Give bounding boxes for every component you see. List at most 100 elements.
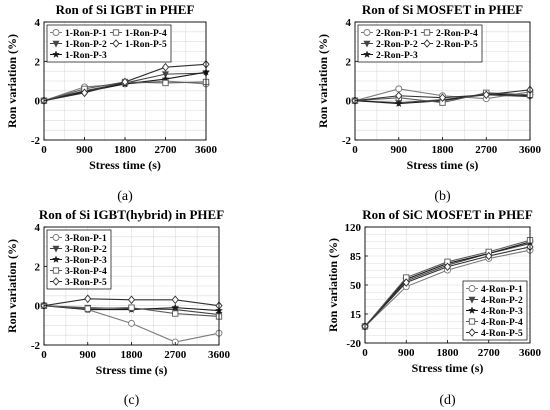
x-tick-label: 900 <box>80 349 97 361</box>
legend-label: 1-Ron-P-3 <box>65 51 107 61</box>
legend-marker <box>423 39 431 48</box>
legend-label: 1-Ron-P-5 <box>125 40 167 50</box>
legend-marker <box>52 255 60 263</box>
chart-title: Ron of Si IGBT in PHEF <box>56 2 195 17</box>
x-tick-label: 0 <box>41 144 47 156</box>
x-tick-label: 2700 <box>164 349 187 361</box>
x-tick-label: 3600 <box>208 349 231 361</box>
data-point <box>80 88 89 98</box>
data-point <box>394 99 403 107</box>
legend-label: 2-Ron-P-4 <box>436 29 478 39</box>
x-tick-label: 3600 <box>195 144 218 156</box>
y-tick-label: 2 <box>35 56 41 68</box>
data-point <box>402 278 410 287</box>
legend: 2-Ron-P-12-Ron-P-22-Ron-P-3 2-Ron-P-42-Ro… <box>357 24 483 63</box>
legend-item: 2-Ron-P-4 <box>421 29 478 39</box>
legend-marker <box>52 40 60 48</box>
legend-marker <box>468 296 476 304</box>
x-tick-label: 3600 <box>519 144 542 156</box>
legend-marker <box>112 39 120 48</box>
legend-item: 3-Ron-P-4 <box>50 267 107 277</box>
data-point <box>127 295 136 305</box>
y-tick-label: 0 <box>35 96 41 108</box>
y-tick-label: 4 <box>35 222 41 234</box>
legend-marker <box>468 318 476 325</box>
data-point <box>161 62 170 72</box>
panel-label: (c) <box>124 393 140 408</box>
legend-marker <box>52 50 60 58</box>
data-point <box>438 93 447 103</box>
legend-item: 2-Ron-P-3 <box>361 50 418 61</box>
legend-marker <box>363 29 371 36</box>
legend: 3-Ron-P-13-Ron-P-23-Ron-P-33-Ron-P-43-Ro… <box>46 229 112 290</box>
legend-item: 2-Ron-P-1 <box>361 29 418 39</box>
legend-item: 4-Ron-P-3 <box>466 306 523 317</box>
legend-label: 1-Ron-P-1 <box>65 29 107 39</box>
legend-item: 4-Ron-P-5 <box>466 328 523 339</box>
legend-label: 2-Ron-P-5 <box>436 40 478 50</box>
x-tick-label: 0 <box>41 349 47 361</box>
legend-marker <box>423 29 431 36</box>
y-axis-label: Ron variation (%) <box>326 238 340 332</box>
data-point <box>84 294 92 304</box>
legend-item: 2-Ron-P-2 <box>361 40 418 50</box>
legend-item: 3-Ron-P-1 <box>50 234 107 244</box>
x-axis-label: Stress time (s) <box>407 158 479 172</box>
legend-label: 1-Ron-P-4 <box>125 29 167 39</box>
y-tick-label: 15 <box>350 309 362 321</box>
x-tick-label: 1800 <box>121 349 144 361</box>
legend-marker <box>468 285 476 292</box>
data-point <box>482 90 490 100</box>
y-tick-label: 85 <box>350 251 362 263</box>
y-tick-label: 4 <box>346 17 352 29</box>
x-tick-label: 0 <box>362 347 368 359</box>
legend-item: 1-Ron-P-5 <box>110 39 167 50</box>
x-tick-label: 2700 <box>478 347 501 359</box>
legend-box <box>357 24 483 63</box>
y-tick-label: 0 <box>35 301 41 313</box>
legend-marker <box>112 29 120 36</box>
legend: 1-Ron-P-11-Ron-P-21-Ron-P-3 1-Ron-P-41-Ro… <box>46 24 172 63</box>
y-tick-label: 2 <box>35 261 41 273</box>
legend-marker <box>363 40 371 48</box>
y-tick-label: -20 <box>346 338 361 350</box>
y-axis-label: Ron variation (%) <box>5 34 19 128</box>
legend-label: 4-Ron-P-2 <box>481 296 523 306</box>
y-tick-label: -2 <box>31 135 41 147</box>
legend-label: 2-Ron-P-2 <box>376 40 418 50</box>
legend-label: 2-Ron-P-1 <box>376 29 418 39</box>
data-point <box>485 251 493 261</box>
x-tick-label: 2700 <box>155 144 178 156</box>
legend-item: 1-Ron-P-1 <box>50 29 107 39</box>
y-tick-label: -2 <box>342 135 352 147</box>
x-axis-label: Stress time (s) <box>412 361 484 375</box>
chart-title: Ron of SiC MOSFET in PHEF <box>362 207 533 222</box>
legend-label: 2-Ron-P-3 <box>376 51 418 61</box>
y-tick-label: -2 <box>31 340 41 352</box>
legend-item: 1-Ron-P-2 <box>50 40 107 50</box>
legend-item: 1-Ron-P-3 <box>50 50 107 61</box>
chart-title: Ron of Si MOSFET in PHEF <box>362 2 523 17</box>
legend-label: 3-Ron-P-3 <box>65 256 107 266</box>
y-tick-label: 0 <box>346 96 352 108</box>
data-point <box>172 310 179 317</box>
legend-marker <box>52 29 60 36</box>
legend-item: 4-Ron-P-2 <box>466 296 523 306</box>
legend: 4-Ron-P-14-Ron-P-24-Ron-P-34-Ron-P-44-Ro… <box>462 280 528 341</box>
y-tick-label: 50 <box>350 280 362 292</box>
legend-label: 4-Ron-P-4 <box>481 318 523 328</box>
legend-label: 3-Ron-P-5 <box>65 278 107 288</box>
legend-item: 1-Ron-P-4 <box>110 29 167 39</box>
panel-label: (a) <box>117 189 133 204</box>
panel-label: (b) <box>434 189 451 204</box>
x-tick-label: 900 <box>398 347 415 359</box>
y-tick-label: 120 <box>345 222 362 234</box>
data-point <box>121 77 129 87</box>
data-point <box>84 305 91 312</box>
legend-marker <box>363 50 371 58</box>
panel-label: (d) <box>439 393 456 408</box>
